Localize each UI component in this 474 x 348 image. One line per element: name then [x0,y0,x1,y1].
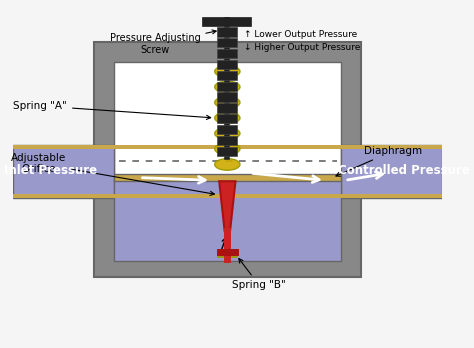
Bar [218,147,237,156]
Bar [218,103,237,112]
Ellipse shape [215,143,240,155]
Bar [218,49,237,58]
Text: Inlet Pressure: Inlet Pressure [4,164,98,177]
Bar [218,93,237,102]
Ellipse shape [215,81,240,93]
Bar [218,114,237,123]
Bar [13,145,114,198]
Bar [341,145,442,198]
Bar [218,71,237,80]
Polygon shape [219,181,236,231]
Text: Spring "A": Spring "A" [13,101,210,119]
Bar [218,136,237,145]
Ellipse shape [218,255,237,256]
Bar [218,60,237,69]
Ellipse shape [218,254,237,255]
Bar [218,38,237,47]
Text: ↓ Higher Output Pressure: ↓ Higher Output Pressure [244,43,360,52]
Bar [114,174,341,181]
Bar [218,81,237,91]
Bar [218,125,237,134]
Text: ↑ Lower Output Pressure: ↑ Lower Output Pressure [244,30,357,39]
FancyBboxPatch shape [94,42,361,277]
Bar [13,145,442,149]
Ellipse shape [215,159,240,170]
Ellipse shape [215,66,240,77]
Ellipse shape [215,112,240,124]
Ellipse shape [215,97,240,108]
Text: Controlled Pressure: Controlled Pressure [338,164,470,177]
Bar [13,194,442,198]
Ellipse shape [215,128,240,139]
Text: Spring "B": Spring "B" [232,259,286,290]
Ellipse shape [218,256,237,257]
Bar [218,27,237,37]
Text: Adjustable
Orifice: Adjustable Orifice [11,152,214,196]
Bar [114,62,341,180]
Text: Pressure Adjusting
Screw: Pressure Adjusting Screw [109,30,216,55]
Text: Diaphragm: Diaphragm [336,146,422,176]
Bar [114,180,341,261]
